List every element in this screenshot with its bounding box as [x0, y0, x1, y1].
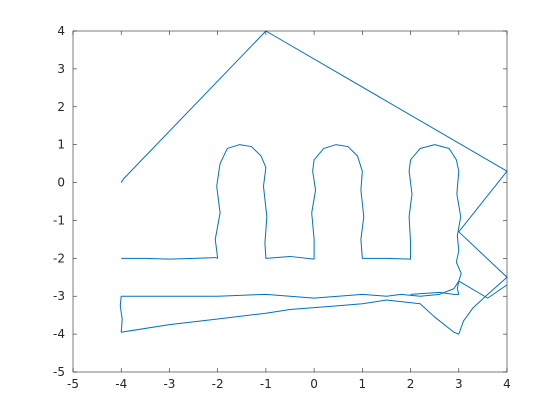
x-tick-label: 1: [359, 377, 367, 391]
x-tick-label: -5: [67, 377, 79, 391]
y-tick-label: -3: [53, 289, 65, 303]
x-tick-label: -4: [115, 377, 127, 391]
y-tick-label: 1: [57, 138, 65, 152]
tick-layer: -5 -4 -3 -2 -1 0 1 2 3 4 -5 -4 -3 -2 -1 0 1 2 3 4: [53, 24, 511, 391]
y-tick-label: 0: [57, 176, 65, 190]
series-line-2: [121, 144, 462, 295]
y-tick-label: -4: [53, 327, 65, 341]
axes-box: [72, 30, 508, 373]
y-tick-label: -5: [53, 365, 65, 379]
x-tick-label: -3: [163, 377, 175, 391]
y-tick-label: 2: [57, 100, 65, 114]
plot-area-background: [73, 31, 507, 372]
x-tick-label: 2: [407, 377, 415, 391]
x-tick-label: 3: [455, 377, 463, 391]
y-tick-label: -2: [53, 251, 65, 265]
y-tick-label: 4: [57, 24, 65, 38]
x-tick-label: -1: [260, 377, 272, 391]
x-tick-label: -2: [212, 377, 224, 391]
series-layer: [119, 30, 508, 335]
y-tick-label: -1: [53, 213, 65, 227]
x-tick-label: 0: [310, 377, 318, 391]
series-line-1: [119, 30, 508, 335]
y-tick-label: 3: [57, 62, 65, 76]
x-tick-label: 4: [503, 377, 511, 391]
